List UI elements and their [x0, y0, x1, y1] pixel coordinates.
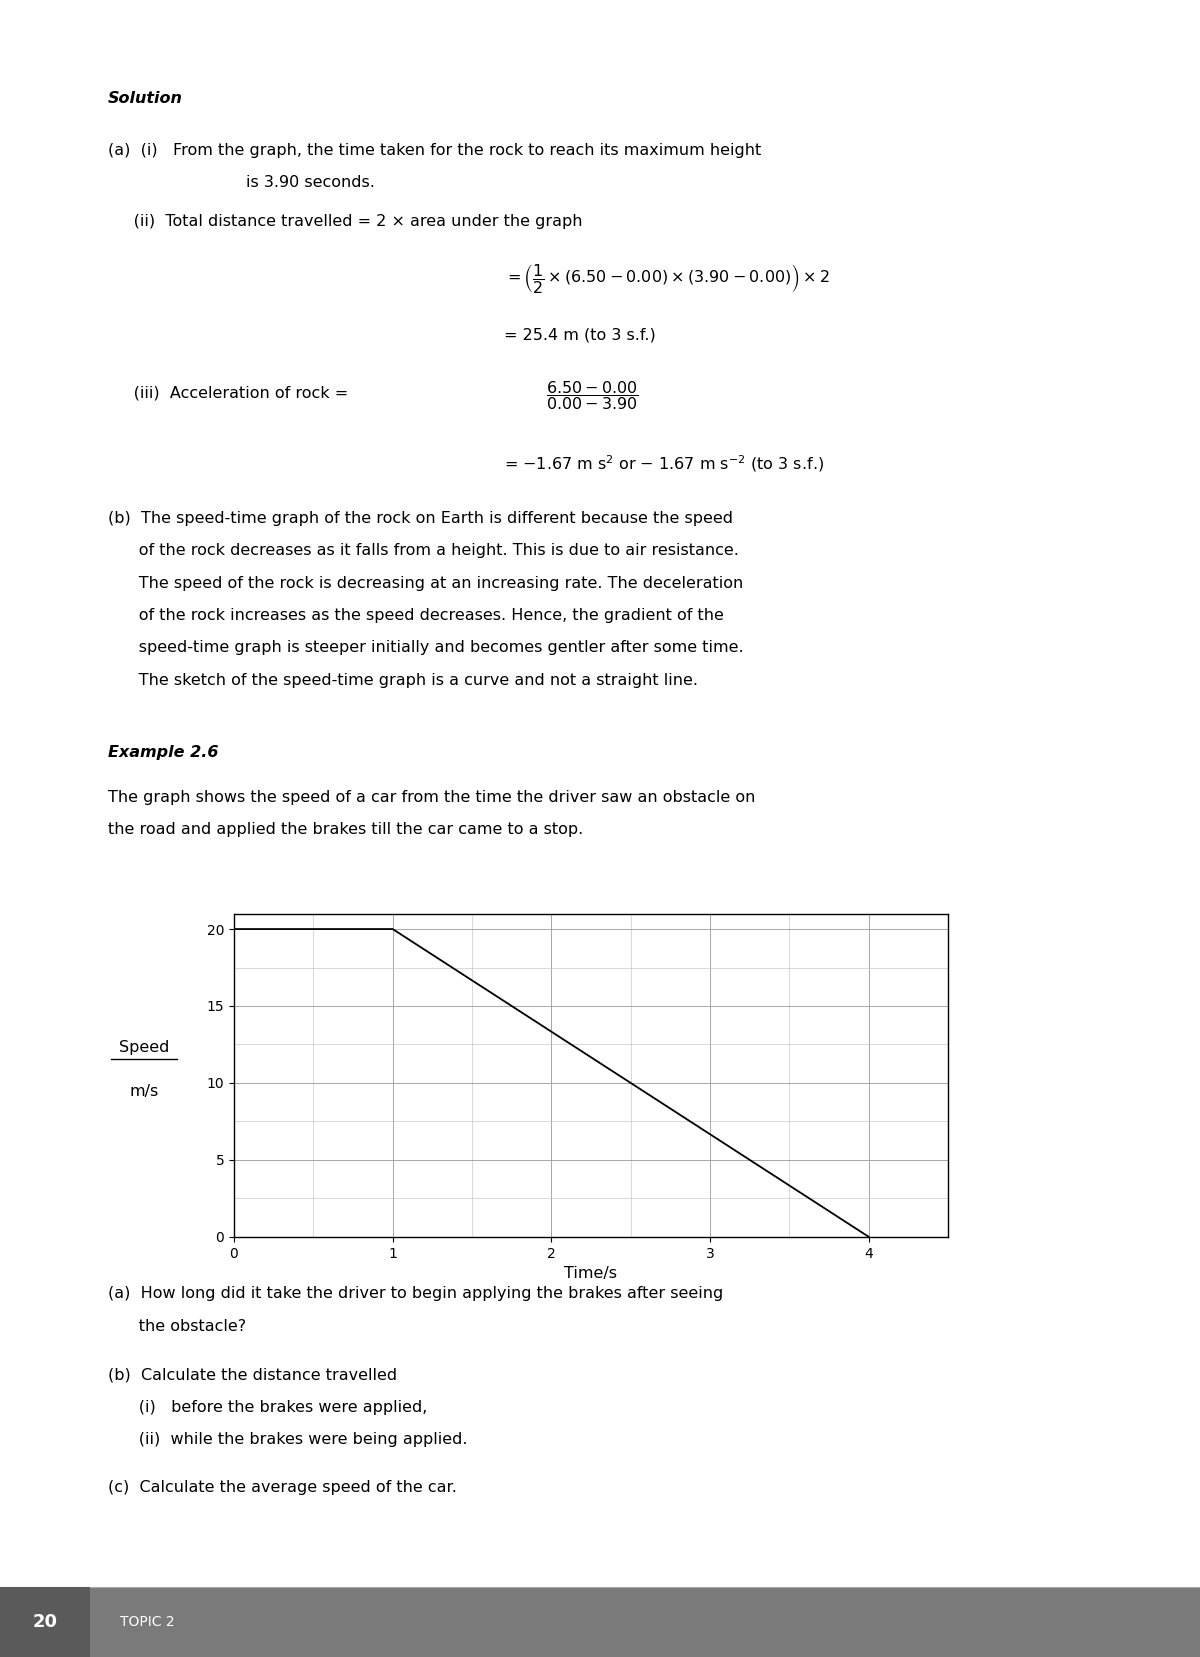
Text: speed-time graph is steeper initially and becomes gentler after some time.: speed-time graph is steeper initially an… [108, 640, 744, 656]
Text: (c)  Calculate the average speed of the car.: (c) Calculate the average speed of the c… [108, 1480, 457, 1495]
Text: The graph shows the speed of a car from the time the driver saw an obstacle on: The graph shows the speed of a car from … [108, 790, 755, 805]
Text: (iii)  Acceleration of rock =: (iii) Acceleration of rock = [108, 384, 348, 401]
Text: Example 2.6: Example 2.6 [108, 744, 218, 761]
Text: Solution: Solution [108, 91, 182, 106]
X-axis label: Time/s: Time/s [564, 1266, 618, 1281]
Text: the obstacle?: the obstacle? [108, 1319, 246, 1334]
Point [170, 1049, 185, 1069]
Text: (i)   before the brakes were applied,: (i) before the brakes were applied, [108, 1400, 427, 1415]
Text: (b)  The speed-time graph of the rock on Earth is different because the speed: (b) The speed-time graph of the rock on … [108, 510, 733, 527]
Text: (ii)  while the brakes were being applied.: (ii) while the brakes were being applied… [108, 1432, 468, 1447]
Text: Speed: Speed [119, 1041, 169, 1056]
Text: = 25.4 m (to 3 s.f.): = 25.4 m (to 3 s.f.) [504, 326, 655, 341]
Text: = $-$1.67 m s$^{2}$ or $-$ 1.67 m s$^{-2}$ (to 3 s.f.): = $-$1.67 m s$^{2}$ or $-$ 1.67 m s$^{-2… [504, 452, 824, 474]
Text: the road and applied the brakes till the car came to a stop.: the road and applied the brakes till the… [108, 822, 583, 837]
Text: (a)  How long did it take the driver to begin applying the brakes after seeing: (a) How long did it take the driver to b… [108, 1286, 724, 1301]
Text: The speed of the rock is decreasing at an increasing rate. The deceleration: The speed of the rock is decreasing at a… [108, 577, 743, 592]
Text: $= \left(\dfrac{1}{2} \times (6.50 - 0.00) \times (3.90 - 0.00)\right) \times 2$: $= \left(\dfrac{1}{2} \times (6.50 - 0.0… [504, 262, 829, 295]
Text: (b)  Calculate the distance travelled: (b) Calculate the distance travelled [108, 1367, 397, 1382]
Text: $\dfrac{6.50 - 0.00}{0.00 - 3.90}$: $\dfrac{6.50 - 0.00}{0.00 - 3.90}$ [546, 378, 638, 411]
Text: The sketch of the speed-time graph is a curve and not a straight line.: The sketch of the speed-time graph is a … [108, 673, 698, 688]
Text: (ii)  Total distance travelled = 2 × area under the graph: (ii) Total distance travelled = 2 × area… [108, 214, 582, 229]
Text: of the rock increases as the speed decreases. Hence, the gradient of the: of the rock increases as the speed decre… [108, 608, 724, 623]
Text: is 3.90 seconds.: is 3.90 seconds. [246, 176, 374, 191]
Text: 20: 20 [32, 1614, 58, 1630]
Text: (a)  (i)   From the graph, the time taken for the rock to reach its maximum heig: (a) (i) From the graph, the time taken f… [108, 143, 761, 157]
FancyBboxPatch shape [0, 1587, 90, 1657]
FancyBboxPatch shape [0, 1587, 1200, 1657]
Text: of the rock decreases as it falls from a height. This is due to air resistance.: of the rock decreases as it falls from a… [108, 543, 739, 558]
Point [104, 1049, 119, 1069]
Text: m/s: m/s [130, 1084, 158, 1099]
Text: TOPIC 2: TOPIC 2 [120, 1616, 175, 1629]
